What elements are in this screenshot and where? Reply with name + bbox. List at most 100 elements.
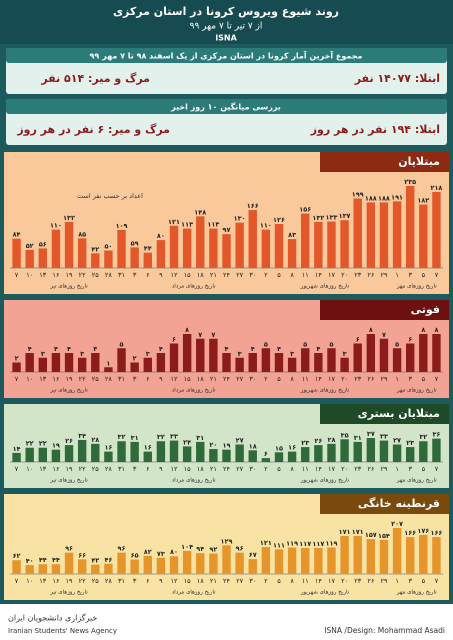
bar <box>379 539 389 574</box>
x-tick-label: ۵ <box>422 375 426 383</box>
value-label: ۲ <box>133 355 137 363</box>
value-label: ۱۸۲ <box>417 196 429 204</box>
bar <box>248 210 257 268</box>
bar <box>340 220 349 268</box>
bar <box>38 447 48 462</box>
x-tick-label: ۲۶ <box>367 577 374 585</box>
value-label: ۵ <box>395 340 399 348</box>
bar <box>261 547 271 574</box>
bar <box>130 362 139 372</box>
value-label: ۱۹۹ <box>352 191 364 199</box>
bar <box>143 357 152 372</box>
value-label: ۱۲۹ <box>221 537 233 545</box>
x-tick-label: ۱۲ <box>171 271 178 279</box>
bar <box>248 559 257 574</box>
bar <box>327 443 336 462</box>
value-label: ۱۳۷ <box>339 212 351 220</box>
value-label: ۴ <box>93 345 97 353</box>
x-tick-label: ۱۱ <box>302 271 309 279</box>
value-label: ۹۶ <box>236 545 244 553</box>
bar <box>91 253 100 268</box>
bar <box>104 451 113 462</box>
month-label: تاریخ روزهای مرداد <box>172 388 216 394</box>
bar <box>340 357 349 372</box>
bar <box>196 553 205 574</box>
x-tick-label: ۸ <box>290 271 294 279</box>
bar <box>419 441 428 462</box>
x-tick-label: ۱۸ <box>197 375 204 383</box>
x-tick-label: ۲۳ <box>354 577 361 585</box>
month-label: تاریخ روزهای مهر <box>396 590 437 596</box>
x-tick-label: ۳۱ <box>118 465 125 473</box>
x-tick-label: ۱۸ <box>197 271 204 279</box>
bar <box>405 447 415 462</box>
bar <box>353 343 362 372</box>
bar <box>248 450 257 462</box>
x-tick-label: ۲۹ <box>380 465 387 473</box>
chart-tab <box>320 300 449 320</box>
x-tick-label: ۲۸ <box>105 375 112 383</box>
bar <box>117 552 126 574</box>
bar <box>51 449 61 462</box>
x-tick-label: ۷ <box>435 271 439 279</box>
value-label: ۱۳۲ <box>312 214 324 222</box>
x-tick-label: ۹ <box>159 577 163 585</box>
x-tick-label: ۳۱ <box>118 375 125 383</box>
bar <box>209 338 218 372</box>
summary-deaths: مرگ و میر: ۵۱۴ نفر <box>40 71 150 85</box>
bar <box>287 451 297 462</box>
value-label: ۴۴ <box>144 245 152 253</box>
x-tick-label: ۳ <box>408 375 412 383</box>
value-label: ۴ <box>316 345 320 353</box>
x-tick-label: ۲۱ <box>210 375 217 383</box>
value-label: ۴۴ <box>52 556 60 564</box>
x-tick-label: ۱۲ <box>171 465 178 473</box>
summary-title: مجموع آخرین آمار کرونا در استان مرکزی از… <box>90 51 363 61</box>
value-label: ۸۲ <box>144 548 152 556</box>
chart-tab <box>320 494 449 514</box>
value-label: ۱ <box>106 359 110 367</box>
x-tick-label: ۲۹ <box>380 577 387 585</box>
value-label: ۴۴ <box>39 556 47 564</box>
bar <box>182 334 192 372</box>
agency-fa: خبرگزاری دانشجویان ایران <box>8 613 97 623</box>
x-tick-label: ۱۰ <box>26 375 33 383</box>
bar <box>353 198 362 268</box>
x-tick-label: ۱ <box>395 271 399 279</box>
value-label: ۱۶۶ <box>430 529 442 537</box>
x-tick-label: ۹ <box>159 271 163 279</box>
x-tick-label: ۲۳ <box>354 375 361 383</box>
x-tick-label: ۱۷ <box>328 465 335 473</box>
value-label: ۱۰۹ <box>116 222 128 230</box>
bar <box>261 458 271 462</box>
value-label: ۶۶ <box>78 551 86 559</box>
x-tick-label: ۱۲ <box>171 375 178 383</box>
summary-infected: ابتلا: ۱۹۴ نفر در هر روز <box>310 123 440 136</box>
value-label: ۲۲ <box>39 440 47 448</box>
x-tick-label: ۲۶ <box>367 465 374 473</box>
bar <box>353 441 362 462</box>
bar <box>209 449 218 462</box>
value-label: ۳ <box>238 350 242 358</box>
x-tick-label: ۲۰ <box>341 577 348 585</box>
x-tick-label: ۳ <box>133 465 137 473</box>
value-label: ۴۲ <box>91 245 99 253</box>
bar <box>51 564 61 574</box>
x-tick-label: ۲۵ <box>92 271 99 279</box>
month-label: تاریخ روزهای تیر <box>49 284 88 290</box>
bar <box>314 548 323 574</box>
value-label: ۱۱۹ <box>286 540 298 548</box>
bar <box>419 204 428 268</box>
x-tick-label: ۲۶ <box>367 375 374 383</box>
x-tick-label: ۲۸ <box>105 271 112 279</box>
x-tick-label: ۲۱ <box>210 271 217 279</box>
bar <box>38 357 48 372</box>
x-tick-label: ۱ <box>395 577 399 585</box>
value-label: ۱۳۲ <box>63 214 75 222</box>
bar <box>64 221 74 268</box>
value-label: ۳۱ <box>196 434 204 442</box>
bar <box>182 446 192 462</box>
value-label: ۳ <box>290 350 294 358</box>
value-label: ۳ <box>80 350 84 358</box>
